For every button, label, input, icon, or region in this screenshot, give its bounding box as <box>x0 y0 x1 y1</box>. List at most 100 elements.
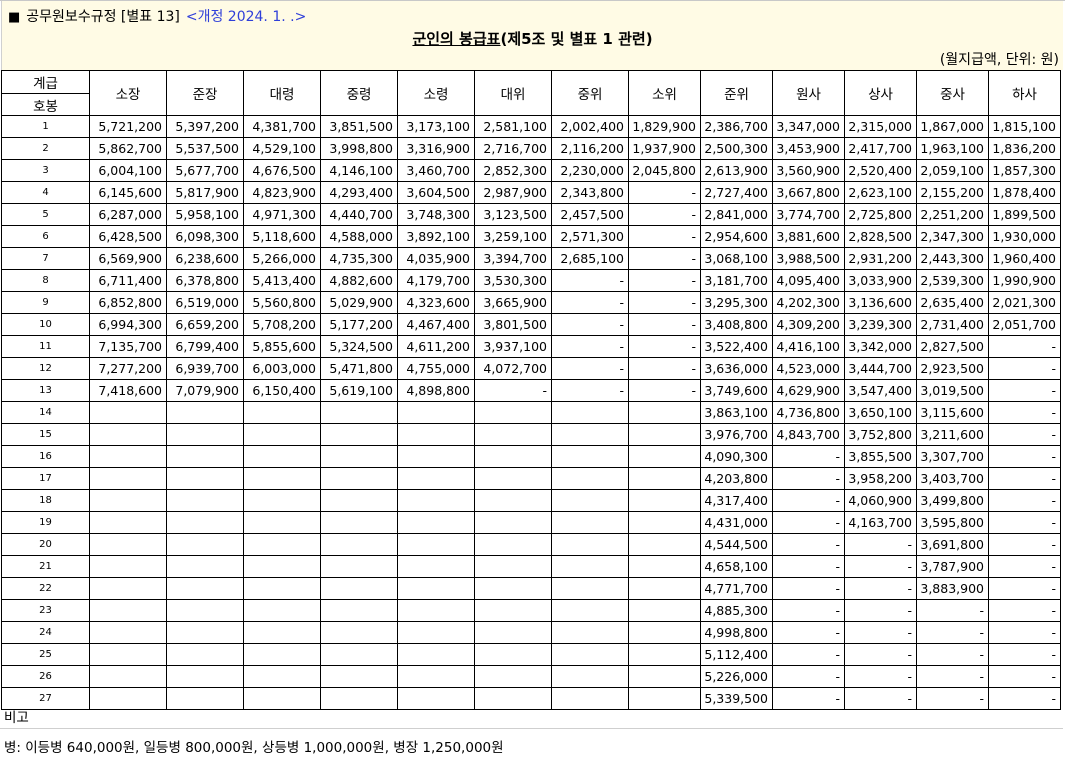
salary-cell: 3,691,800 <box>916 533 989 556</box>
salary-cell: 4,676,500 <box>243 159 321 182</box>
step-number: 19 <box>1 511 90 534</box>
salary-cell <box>474 665 552 688</box>
salary-cell: 3,892,100 <box>397 225 475 248</box>
salary-cell: 2,685,100 <box>551 247 629 270</box>
salary-cell: 2,443,300 <box>916 247 989 270</box>
salary-cell: - <box>772 555 845 578</box>
rank-header: 중위 <box>551 70 629 116</box>
salary-cell: 2,021,300 <box>988 291 1061 314</box>
salary-cell: 5,677,700 <box>166 159 244 182</box>
salary-cell: 7,418,600 <box>89 379 167 402</box>
salary-cell: 4,843,700 <box>772 423 845 446</box>
salary-cell: - <box>916 599 989 622</box>
salary-cell: 2,230,000 <box>551 159 629 182</box>
salary-cell <box>551 621 629 644</box>
salary-cell: 2,315,000 <box>844 115 917 138</box>
salary-cell: - <box>844 643 917 666</box>
table-row: 2 5,862,700 5,537,500 4,529,100 3,998,800 3,3… <box>1 137 1061 160</box>
salary-cell: 6,145,600 <box>89 181 167 204</box>
salary-cell: 6,799,400 <box>166 335 244 358</box>
salary-cell: 5,862,700 <box>89 137 167 160</box>
salary-cell <box>628 467 701 490</box>
title-sub: (제5조 및 별표 1 관련) <box>500 30 653 48</box>
salary-cell: - <box>988 401 1061 424</box>
salary-cell <box>551 467 629 490</box>
salary-cell <box>551 423 629 446</box>
salary-cell: 6,994,300 <box>89 313 167 336</box>
salary-cell <box>166 511 244 534</box>
salary-cell: - <box>988 533 1061 556</box>
step-number: 8 <box>1 269 90 292</box>
salary-cell: 2,581,100 <box>474 115 552 138</box>
title-main: 군인의 봉급표 <box>412 30 501 48</box>
salary-cell <box>551 445 629 468</box>
salary-cell: 4,882,600 <box>320 269 398 292</box>
salary-cell <box>89 511 167 534</box>
salary-cell <box>166 467 244 490</box>
salary-cell: 2,923,500 <box>916 357 989 380</box>
table-row: 26 5,226,000- - - - <box>1 665 1061 688</box>
salary-cell: 3,347,000 <box>772 115 845 138</box>
salary-cell: - <box>988 555 1061 578</box>
salary-cell: 3,636,000 <box>700 357 773 380</box>
salary-cell: 6,852,800 <box>89 291 167 314</box>
salary-cell: - <box>916 665 989 688</box>
salary-cell: - <box>772 621 845 644</box>
salary-cell <box>397 555 475 578</box>
salary-cell: - <box>988 489 1061 512</box>
salary-cell: 2,457,500 <box>551 203 629 226</box>
salary-cell: - <box>628 203 701 226</box>
salary-cell: 2,613,900 <box>700 159 773 182</box>
salary-cell: - <box>628 247 701 270</box>
salary-cell: 1,815,100 <box>988 115 1061 138</box>
step-number: 22 <box>1 577 90 600</box>
salary-cell: 4,440,700 <box>320 203 398 226</box>
salary-cell <box>166 401 244 424</box>
salary-cell <box>628 643 701 666</box>
salary-cell <box>243 643 321 666</box>
rank-header: 하사 <box>988 70 1061 116</box>
table-row: 20 4,544,500- -3,691,800- <box>1 533 1061 556</box>
salary-cell: 3,976,700 <box>700 423 773 446</box>
salary-cell: - <box>551 357 629 380</box>
salary-cell: 5,413,400 <box>243 269 321 292</box>
salary-cell <box>551 643 629 666</box>
rank-header: 대령 <box>243 70 321 116</box>
salary-cell: - <box>772 665 845 688</box>
salary-cell <box>628 401 701 424</box>
salary-cell: 3,033,900 <box>844 269 917 292</box>
salary-cell <box>166 445 244 468</box>
salary-cell: 3,307,700 <box>916 445 989 468</box>
salary-cell: 6,003,000 <box>243 357 321 380</box>
salary-cell: 6,519,000 <box>166 291 244 314</box>
salary-cell <box>243 533 321 556</box>
salary-cell <box>243 599 321 622</box>
salary-cell: 4,381,700 <box>243 115 321 138</box>
salary-cell: - <box>844 687 917 710</box>
salary-cell <box>166 423 244 446</box>
salary-cell: 1,963,100 <box>916 137 989 160</box>
step-number: 7 <box>1 247 90 270</box>
salary-cell <box>397 577 475 600</box>
salary-cell <box>89 599 167 622</box>
step-number: 15 <box>1 423 90 446</box>
salary-cell: 2,059,100 <box>916 159 989 182</box>
salary-cell: - <box>988 423 1061 446</box>
salary-cell <box>166 665 244 688</box>
salary-cell: 3,749,600 <box>700 379 773 402</box>
step-number: 20 <box>1 533 90 556</box>
salary-cell: 2,716,700 <box>474 137 552 160</box>
salary-cell <box>397 401 475 424</box>
salary-cell: - <box>772 467 845 490</box>
salary-cell: 4,060,900 <box>844 489 917 512</box>
table-row: 16 4,090,300-3,855,500 3,307,700- <box>1 445 1061 468</box>
salary-cell <box>474 511 552 534</box>
salary-cell <box>551 489 629 512</box>
salary-cell <box>397 511 475 534</box>
salary-cell: 3,342,000 <box>844 335 917 358</box>
salary-cell: - <box>988 599 1061 622</box>
salary-cell: 7,277,200 <box>89 357 167 380</box>
rank-header: 상사 <box>844 70 917 116</box>
salary-cell: - <box>474 379 552 402</box>
